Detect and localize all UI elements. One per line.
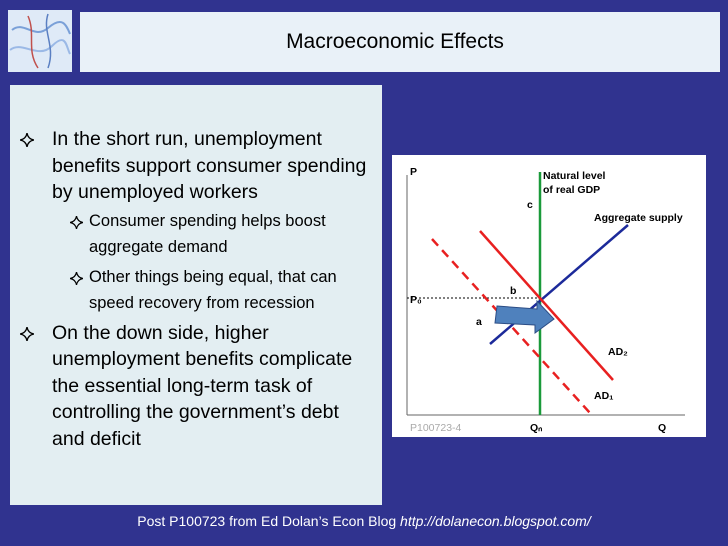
bullet-icon <box>20 326 34 341</box>
x-axis-label: Q <box>658 422 666 434</box>
natural-level-label: of real GDP <box>543 184 600 196</box>
footer: Post P100723 from Ed Dolan’s Econ Blog h… <box>0 513 728 529</box>
bullet-text: In the short run, unemployment <box>52 128 322 150</box>
point-label: b <box>510 285 516 297</box>
sub-bullet-text: aggregate demand <box>89 237 228 256</box>
point-label: c <box>527 199 533 211</box>
bullet-text: benefits support consumer spending <box>52 154 367 177</box>
ad1-label: AD₁ <box>594 390 614 402</box>
bullet-text: and deficit <box>52 427 141 450</box>
bullet-icon <box>70 271 83 285</box>
price-label: P₀ <box>410 294 422 306</box>
sub-bullet-text: speed recovery from recession <box>89 293 315 312</box>
point-label: a <box>476 316 482 328</box>
natural-level-label: Natural level <box>543 170 606 182</box>
bullet-text: the essential long-term task of <box>52 374 313 397</box>
sub-bullet-text: Consumer spending helps boost <box>89 211 326 230</box>
supply-label: Aggregate supply <box>594 212 683 224</box>
y-axis-label: P <box>410 166 417 178</box>
bullet-text: by unemployed workers <box>52 181 258 203</box>
text-panel <box>10 85 382 505</box>
footer-text: Post P100723 from Ed Dolan’s Econ Blog <box>137 513 401 529</box>
bullet-text: controlling the government’s debt <box>52 401 339 423</box>
ad2-label: AD₂ <box>608 346 628 358</box>
bullet-icon <box>20 133 34 147</box>
qn-label: Qₙ <box>530 422 543 434</box>
logo-image <box>8 10 72 72</box>
bullet-text: On the down side, higher <box>52 321 269 344</box>
diagram: P Natural level of real GDP c Aggregate … <box>392 155 706 437</box>
sub-bullet-text: Other things being equal, that can <box>89 267 337 286</box>
bullet-text: unemployment benefits complicate <box>52 348 353 370</box>
slide-title: Macroeconomic Effects <box>286 30 504 53</box>
figure-code: P100723-4 <box>410 422 462 434</box>
footer-url: http://dolanecon.blogspot.com/ <box>400 513 591 529</box>
title-bar <box>80 12 720 72</box>
bullet-icon <box>70 215 83 229</box>
